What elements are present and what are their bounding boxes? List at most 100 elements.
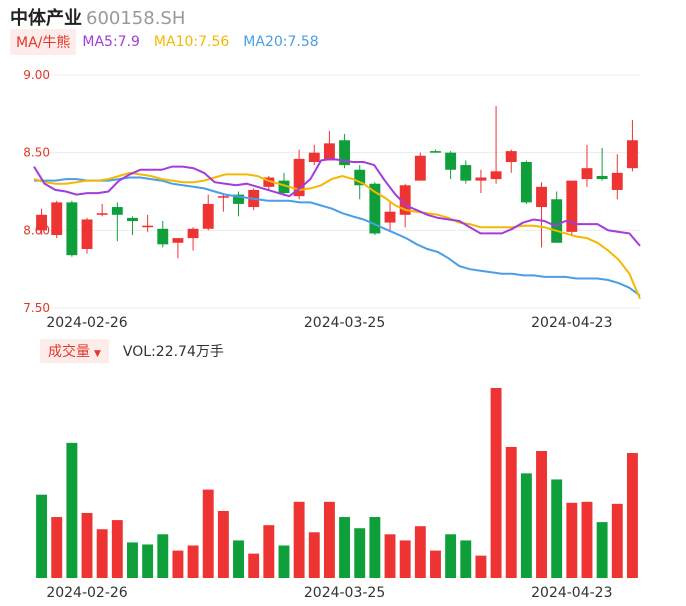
candle-body — [581, 168, 593, 180]
candle-body — [202, 203, 214, 229]
volume-bar — [111, 520, 123, 578]
volume-bar — [36, 494, 48, 578]
candle-body — [551, 199, 563, 243]
candle-body — [36, 214, 48, 231]
volume-bar — [505, 446, 517, 578]
volume-bar — [369, 517, 381, 578]
volume-value: VOL:22.74万手 — [122, 344, 224, 360]
volume-bar — [430, 550, 441, 578]
volume-bar — [581, 501, 593, 578]
candle-body — [293, 158, 305, 197]
candle-body — [611, 172, 623, 190]
volume-bar — [157, 534, 169, 578]
volume-bar — [81, 512, 93, 578]
ma5-legend: MA5:7.9 — [82, 34, 140, 50]
volume-toggle-button[interactable]: 成交量 ▼ — [40, 339, 109, 363]
volume-bar — [293, 501, 305, 578]
volume-bar — [384, 534, 396, 578]
candle-body — [369, 183, 381, 234]
volume-legend: 成交量 ▼ VOL:22.74万手 — [40, 339, 224, 363]
candle-body — [51, 202, 63, 235]
volume-bar — [248, 553, 260, 578]
candle-body — [111, 207, 123, 215]
volume-bar — [278, 545, 290, 578]
ma-legend: MA/牛熊 MA5:7.9 MA10:7.56 MA20:7.58 — [10, 29, 333, 55]
volume-bar — [202, 489, 214, 578]
ma10-line — [33, 171, 641, 300]
candle-body — [172, 238, 184, 243]
candle-body — [460, 165, 472, 181]
candle-body — [81, 219, 93, 249]
ma20-line — [34, 176, 641, 297]
ma20-legend: MA20:7.58 — [243, 34, 319, 50]
candle-body — [596, 175, 608, 180]
volume-bar — [96, 529, 108, 578]
volume-bar — [536, 450, 547, 578]
candle-body — [339, 140, 351, 166]
candle-body — [263, 177, 275, 187]
stock-code: 600158.SH — [86, 8, 186, 29]
volume-bar — [414, 526, 426, 578]
volume-bar — [323, 501, 335, 578]
stock-title: 中体产业 600158.SH — [10, 4, 185, 30]
volume-bar — [566, 502, 578, 578]
candle-body — [217, 196, 229, 198]
volume-bar — [233, 540, 244, 578]
candle-body — [384, 211, 396, 223]
y-tick-label: 8.50 — [23, 146, 50, 160]
volume-bar — [263, 525, 275, 578]
volume-bar — [172, 550, 184, 578]
volume-bar — [475, 555, 487, 578]
candle-body — [505, 151, 517, 162]
x-tick-label: 2024-03-25 — [304, 315, 385, 330]
volume-x-tick-label: 2024-03-25 — [304, 585, 385, 601]
y-tick-label: 9.00 — [23, 68, 50, 82]
candle-body — [430, 151, 441, 153]
volume-x-tick-label: 2024-02-26 — [46, 585, 127, 601]
volume-bar — [626, 453, 638, 578]
x-tick-label: 2024-02-26 — [46, 315, 127, 330]
volume-bar — [142, 544, 154, 578]
candle-body — [157, 228, 169, 245]
candle-body — [399, 185, 411, 215]
volume-bar — [127, 542, 138, 578]
chevron-down-icon: ▼ — [94, 349, 101, 359]
candle-body — [536, 186, 547, 208]
volume-bar — [308, 532, 320, 578]
volume-bar — [51, 517, 63, 578]
candle-body — [475, 177, 487, 181]
candle-body — [520, 161, 532, 203]
candle-body — [354, 169, 366, 186]
volume-bar — [354, 528, 366, 578]
ma5-line — [33, 157, 641, 247]
volume-bar — [399, 540, 411, 578]
volume-bar — [339, 517, 351, 578]
stock-name: 中体产业 — [10, 8, 82, 29]
candle-body — [66, 202, 78, 256]
candle-body — [278, 180, 290, 194]
candle-body — [96, 213, 108, 215]
candle-body — [490, 171, 502, 180]
candle-body — [323, 143, 335, 161]
ma10-legend: MA10:7.56 — [153, 34, 230, 50]
volume-x-tick-label: 2024-04-23 — [531, 585, 612, 601]
volume-bar — [520, 473, 532, 578]
ma-toggle-button[interactable]: MA/牛熊 — [10, 29, 77, 55]
candle-body — [414, 155, 426, 181]
volume-bar — [445, 534, 457, 578]
volume-bar — [490, 388, 502, 578]
candle-body — [142, 225, 154, 228]
candle-body — [566, 180, 578, 232]
price-chart[interactable]: 9.008.508.007.502024-02-262024-03-252024… — [0, 0, 686, 330]
candle-body — [233, 194, 244, 204]
x-tick-label: 2024-04-23 — [531, 315, 612, 330]
candle-body — [308, 152, 320, 162]
volume-toggle-label: 成交量 — [48, 344, 90, 360]
volume-bar — [187, 545, 199, 578]
volume-bar — [596, 522, 608, 578]
volume-bar — [460, 540, 472, 578]
candle-body — [127, 217, 138, 222]
candle-body — [187, 228, 199, 239]
volume-bar — [217, 510, 229, 578]
candle-body — [445, 152, 457, 170]
